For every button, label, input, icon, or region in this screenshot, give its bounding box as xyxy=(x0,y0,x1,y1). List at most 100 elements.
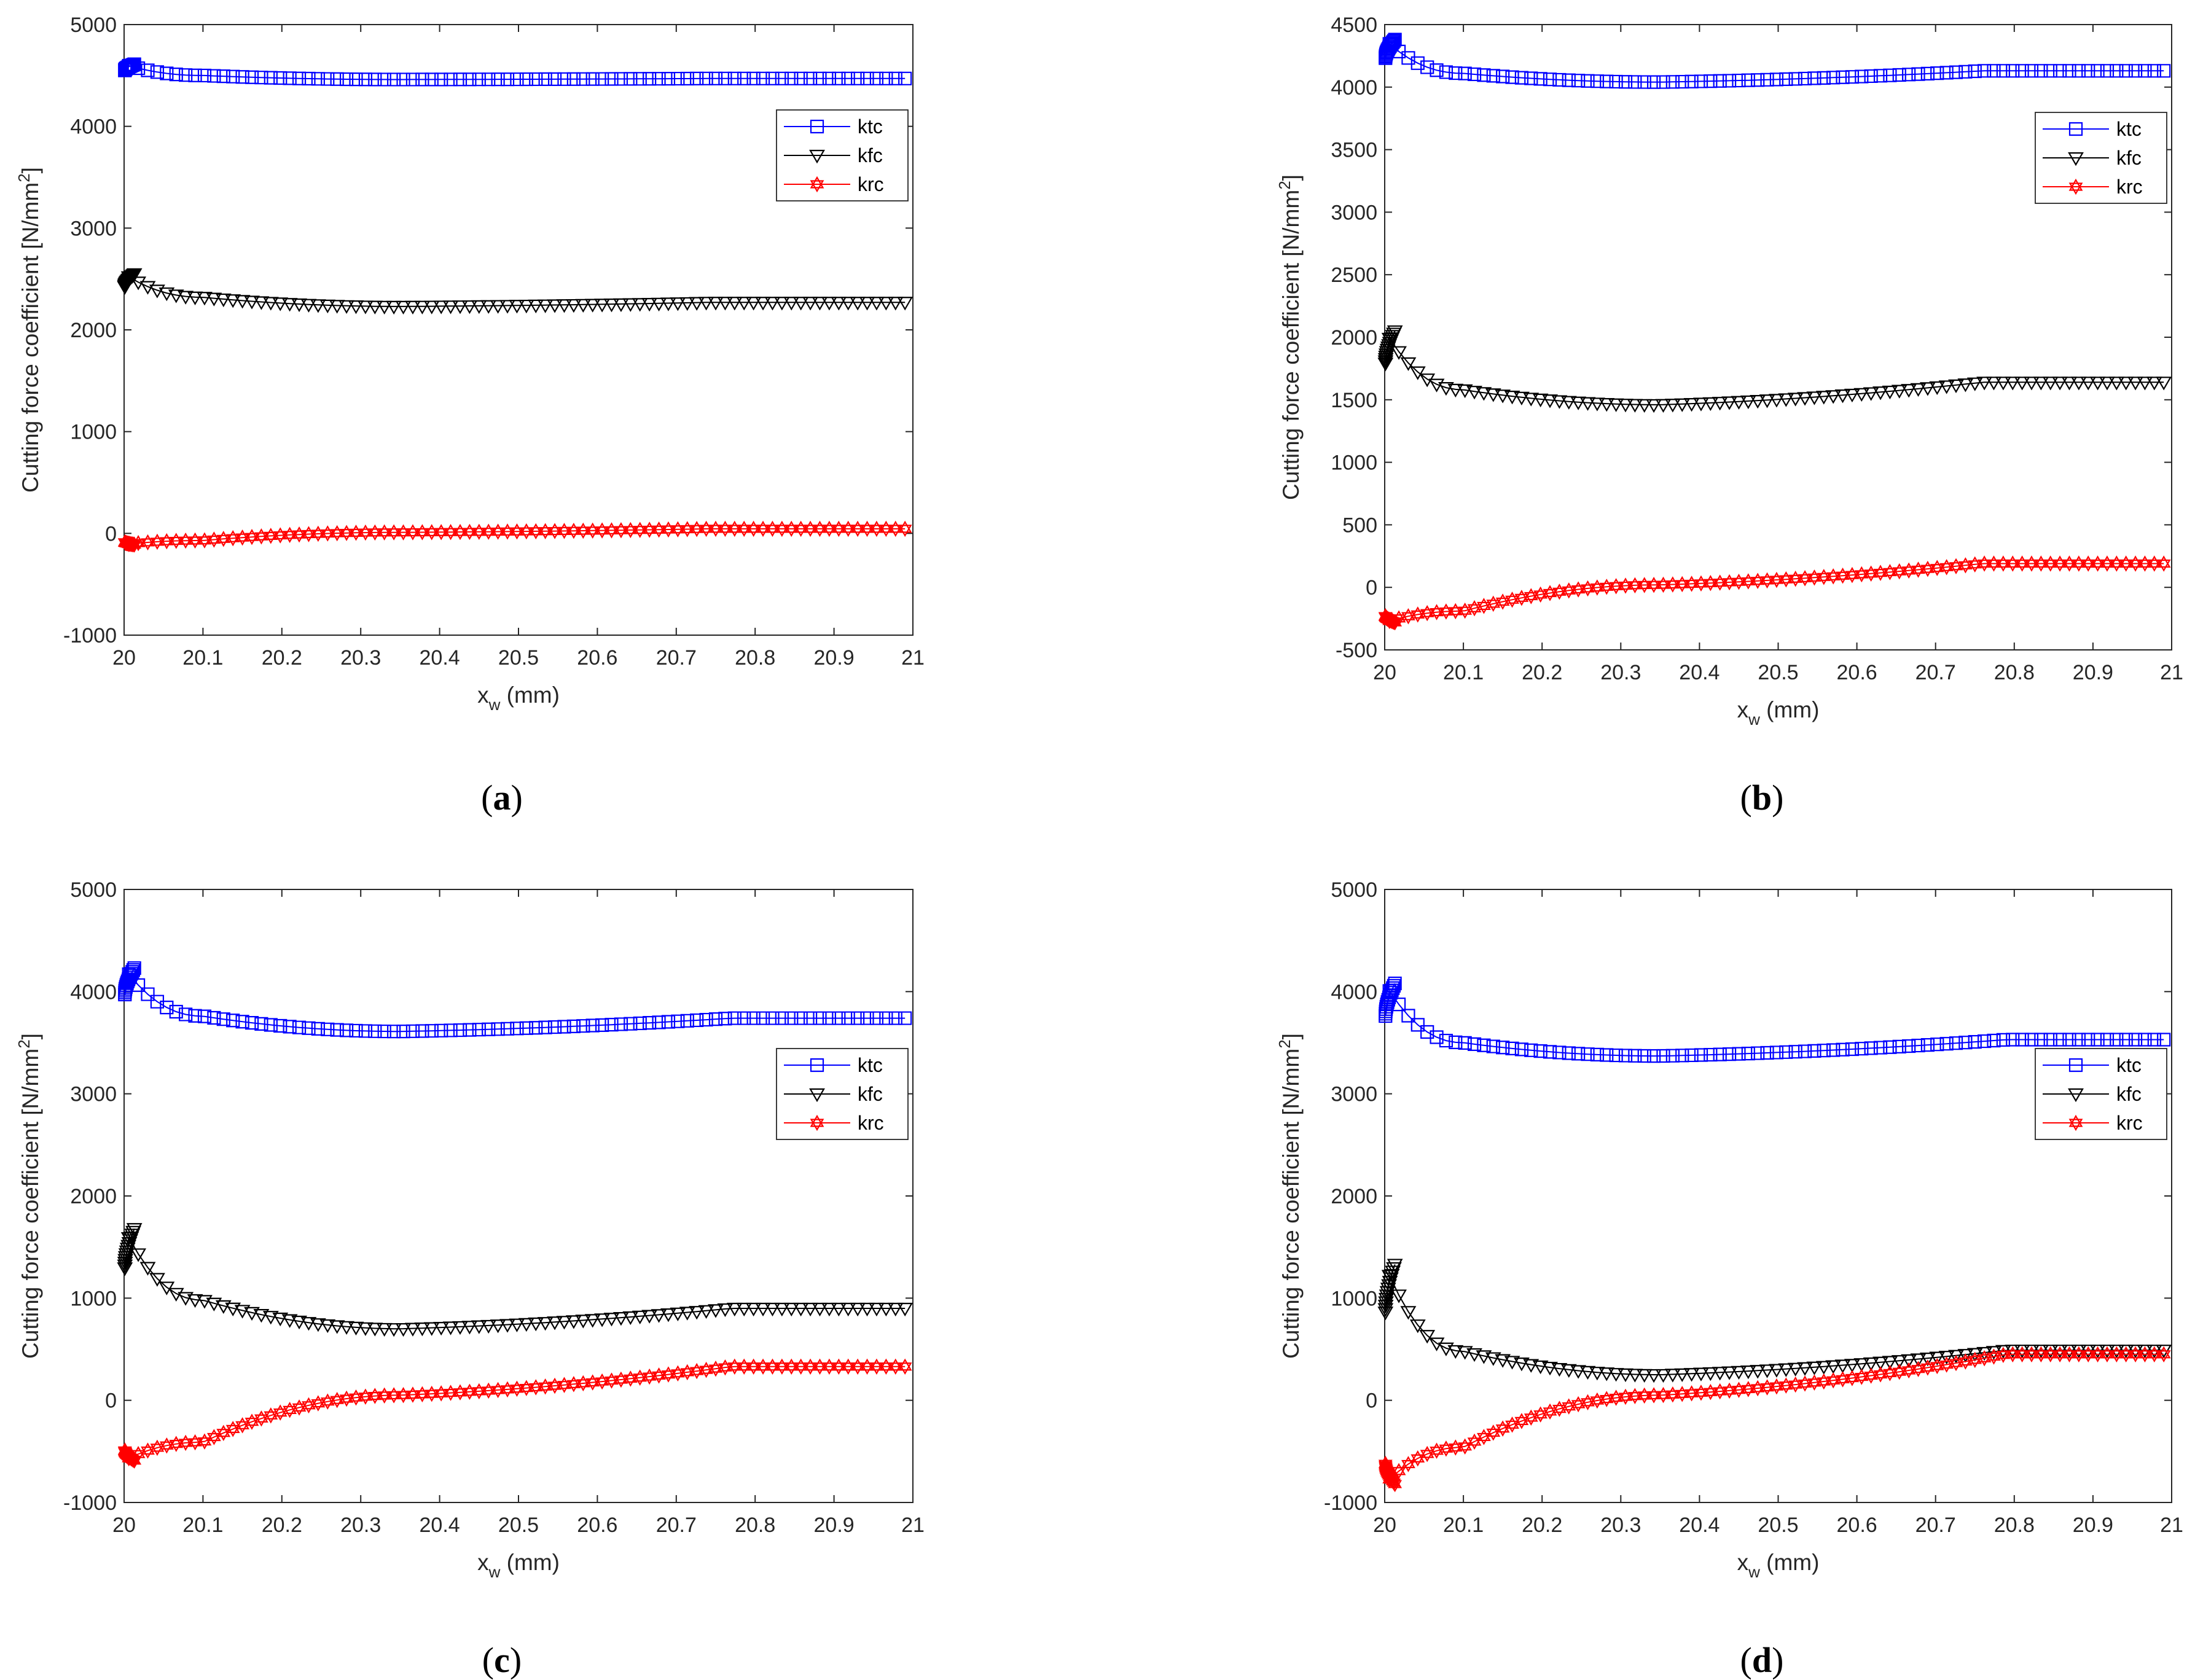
data-point-kfc xyxy=(575,299,592,313)
data-point-krc xyxy=(878,1358,893,1375)
data-point-kfc xyxy=(1608,398,1624,412)
data-point-krc xyxy=(794,1358,808,1375)
data-point-kfc xyxy=(565,1315,582,1329)
data-point-kfc xyxy=(1882,385,1898,400)
data-point-kfc xyxy=(338,1321,354,1335)
data-point-krc xyxy=(2128,555,2143,572)
data-point-ktc xyxy=(1382,990,1396,1004)
data-point-kfc xyxy=(2005,377,2021,391)
data-point-ktc xyxy=(131,61,146,76)
data-point-ktc xyxy=(169,1004,183,1019)
data-point-krc xyxy=(273,1404,288,1421)
data-point-krc xyxy=(2147,555,2162,572)
data-point-kfc xyxy=(234,1305,251,1319)
data-point-krc xyxy=(623,522,638,539)
x-tick-label: 20.4 xyxy=(420,1514,460,1537)
data-point-kfc xyxy=(831,297,847,311)
data-point-kfc xyxy=(1759,394,1775,408)
data-point-krc xyxy=(159,533,174,550)
data-point-kfc xyxy=(357,300,374,315)
x-tick-label: 20.1 xyxy=(1443,1514,1484,1537)
x-axis-label-sub: w xyxy=(488,1563,501,1581)
data-point-kfc xyxy=(1532,1360,1549,1375)
data-point-krc xyxy=(2091,1346,2105,1363)
data-point-kfc xyxy=(367,1323,383,1337)
data-point-krc xyxy=(197,532,212,549)
data-point-krc xyxy=(1533,586,1548,603)
series-ktc xyxy=(1379,33,2171,89)
data-point-krc xyxy=(1987,555,2001,572)
panel-caption: (d) xyxy=(1740,1640,1784,1680)
caption-close: ) xyxy=(1772,1640,1783,1680)
data-point-kfc xyxy=(783,297,800,311)
data-point-krc xyxy=(1694,575,1708,592)
y-tick-label: 3000 xyxy=(1331,201,1377,224)
data-point-kfc xyxy=(1750,1365,1766,1379)
data-point-kfc xyxy=(348,300,364,315)
y-tick-label: 500 xyxy=(1342,514,1377,537)
data-point-kfc xyxy=(745,1302,762,1317)
data-point-kfc xyxy=(1891,385,1907,399)
data-point-krc xyxy=(2062,555,2076,572)
data-point-krc xyxy=(1486,1424,1501,1441)
x-axis-label-main: x xyxy=(477,682,489,708)
data-point-krc xyxy=(225,1421,240,1437)
data-point-krc xyxy=(2052,1346,2067,1363)
data-point-kfc xyxy=(1391,346,1407,360)
data-point-kfc xyxy=(1976,377,1993,391)
data-point-krc xyxy=(1675,576,1689,593)
data-point-krc xyxy=(2091,555,2105,572)
data-point-ktc xyxy=(245,1015,259,1030)
data-point-krc xyxy=(349,525,363,541)
data-point-krc xyxy=(888,520,903,537)
data-point-krc xyxy=(1864,565,1879,582)
data-point-kfc xyxy=(442,1321,459,1335)
data-point-kfc xyxy=(1844,388,1860,403)
data-point-krc xyxy=(1543,585,1557,601)
data-point-kfc xyxy=(717,1303,734,1318)
y-axis-label-sup: 2 xyxy=(1275,181,1294,189)
data-point-kfc xyxy=(376,1323,393,1337)
data-point-krc xyxy=(453,523,468,541)
data-point-krc xyxy=(1552,1401,1567,1417)
data-point-krc xyxy=(1958,557,1973,574)
data-point-krc xyxy=(1627,1388,1642,1404)
data-point-ktc xyxy=(1382,37,1396,51)
y-tick-label: 3500 xyxy=(1331,139,1377,162)
data-point-krc xyxy=(405,1386,420,1403)
data-point-kfc xyxy=(197,1295,213,1309)
data-point-kfc xyxy=(869,297,885,311)
data-point-kfc xyxy=(821,297,837,311)
data-point-ktc xyxy=(898,1011,912,1025)
data-point-krc xyxy=(444,1385,458,1401)
data-point-ktc xyxy=(1477,68,1491,82)
data-point-krc xyxy=(670,1365,685,1381)
data-point-ktc xyxy=(150,65,165,79)
data-point-krc xyxy=(1703,1384,1718,1401)
data-point-kfc xyxy=(584,1314,601,1328)
data-point-kfc xyxy=(1381,1270,1398,1284)
y-tick-label: 3000 xyxy=(70,217,117,240)
data-point-ktc xyxy=(1391,998,1406,1012)
data-point-krc xyxy=(1798,570,1812,587)
data-point-kfc xyxy=(1655,1369,1672,1383)
data-point-kfc xyxy=(490,1319,506,1334)
data-point-krc xyxy=(1854,1369,1869,1385)
data-point-krc xyxy=(122,1450,136,1467)
data-point-ktc xyxy=(1386,981,1400,995)
x-tick-label: 20.6 xyxy=(1837,661,1877,684)
data-point-krc xyxy=(547,523,562,539)
data-point-krc xyxy=(349,1389,363,1406)
data-point-krc xyxy=(813,1358,827,1375)
data-point-kfc xyxy=(1400,357,1417,372)
series-krc xyxy=(117,1358,912,1469)
data-point-krc xyxy=(1382,1471,1397,1488)
data-point-kfc xyxy=(1815,1361,1832,1375)
x-tick-label: 20.3 xyxy=(340,1514,381,1537)
data-point-ktc xyxy=(1533,1044,1547,1058)
data-point-krc xyxy=(264,1407,278,1424)
data-point-ktc xyxy=(160,66,174,80)
data-point-krc xyxy=(860,520,874,537)
data-point-krc xyxy=(765,1358,780,1375)
caption-open: ( xyxy=(1740,778,1752,818)
